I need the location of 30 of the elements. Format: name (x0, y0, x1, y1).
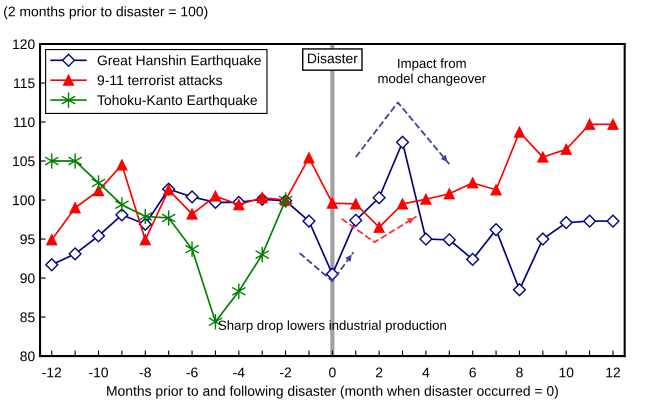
y-tick-label: 95 (20, 234, 35, 244)
y-tick-label: 85 (20, 312, 35, 322)
y-tick-label: 80 (20, 351, 35, 362)
annotation: Impact from model changeover (378, 58, 486, 86)
x-tick-label: 10 (560, 368, 574, 378)
x-tick-label: 2 (376, 368, 382, 378)
y-tick-label: 115 (14, 78, 35, 88)
x-tick-label: 0 (329, 368, 336, 378)
x-tick-label: -10 (89, 368, 108, 378)
y-tick-label: 90 (20, 273, 35, 284)
ref-line-label: Disaster (308, 53, 358, 64)
chart-subtitle: (2 months prior to disaster = 100) (4, 6, 208, 20)
x-tick-label: 4 (422, 368, 430, 378)
y-tick-label: 120 (13, 39, 35, 50)
legend-label: Tohoku-Kanto Earthquake (97, 94, 257, 108)
legend-label: 9-11 terrorist attacks (98, 74, 222, 86)
x-tick-label: 8 (516, 368, 523, 378)
x-tick-label: 12 (606, 368, 620, 378)
y-tick-label: 100 (13, 195, 35, 206)
annotation: Sharp drop lowers industrial production (218, 320, 446, 333)
y-tick-label: 110 (14, 117, 35, 128)
x-tick-label: 6 (470, 368, 476, 378)
x-tick-label: -2 (280, 368, 292, 378)
x-tick-label: -8 (140, 368, 151, 378)
x-tick-label: -4 (233, 368, 245, 378)
x-axis-title: Months prior to and following disaster (month when disaster occurred = 0) (107, 386, 558, 399)
y-tick-label: 105 (13, 156, 35, 166)
legend-label: Great Hanshin Earthquake (98, 55, 261, 68)
x-tick-label: -12 (42, 368, 62, 378)
x-tick-label: -6 (186, 368, 198, 378)
